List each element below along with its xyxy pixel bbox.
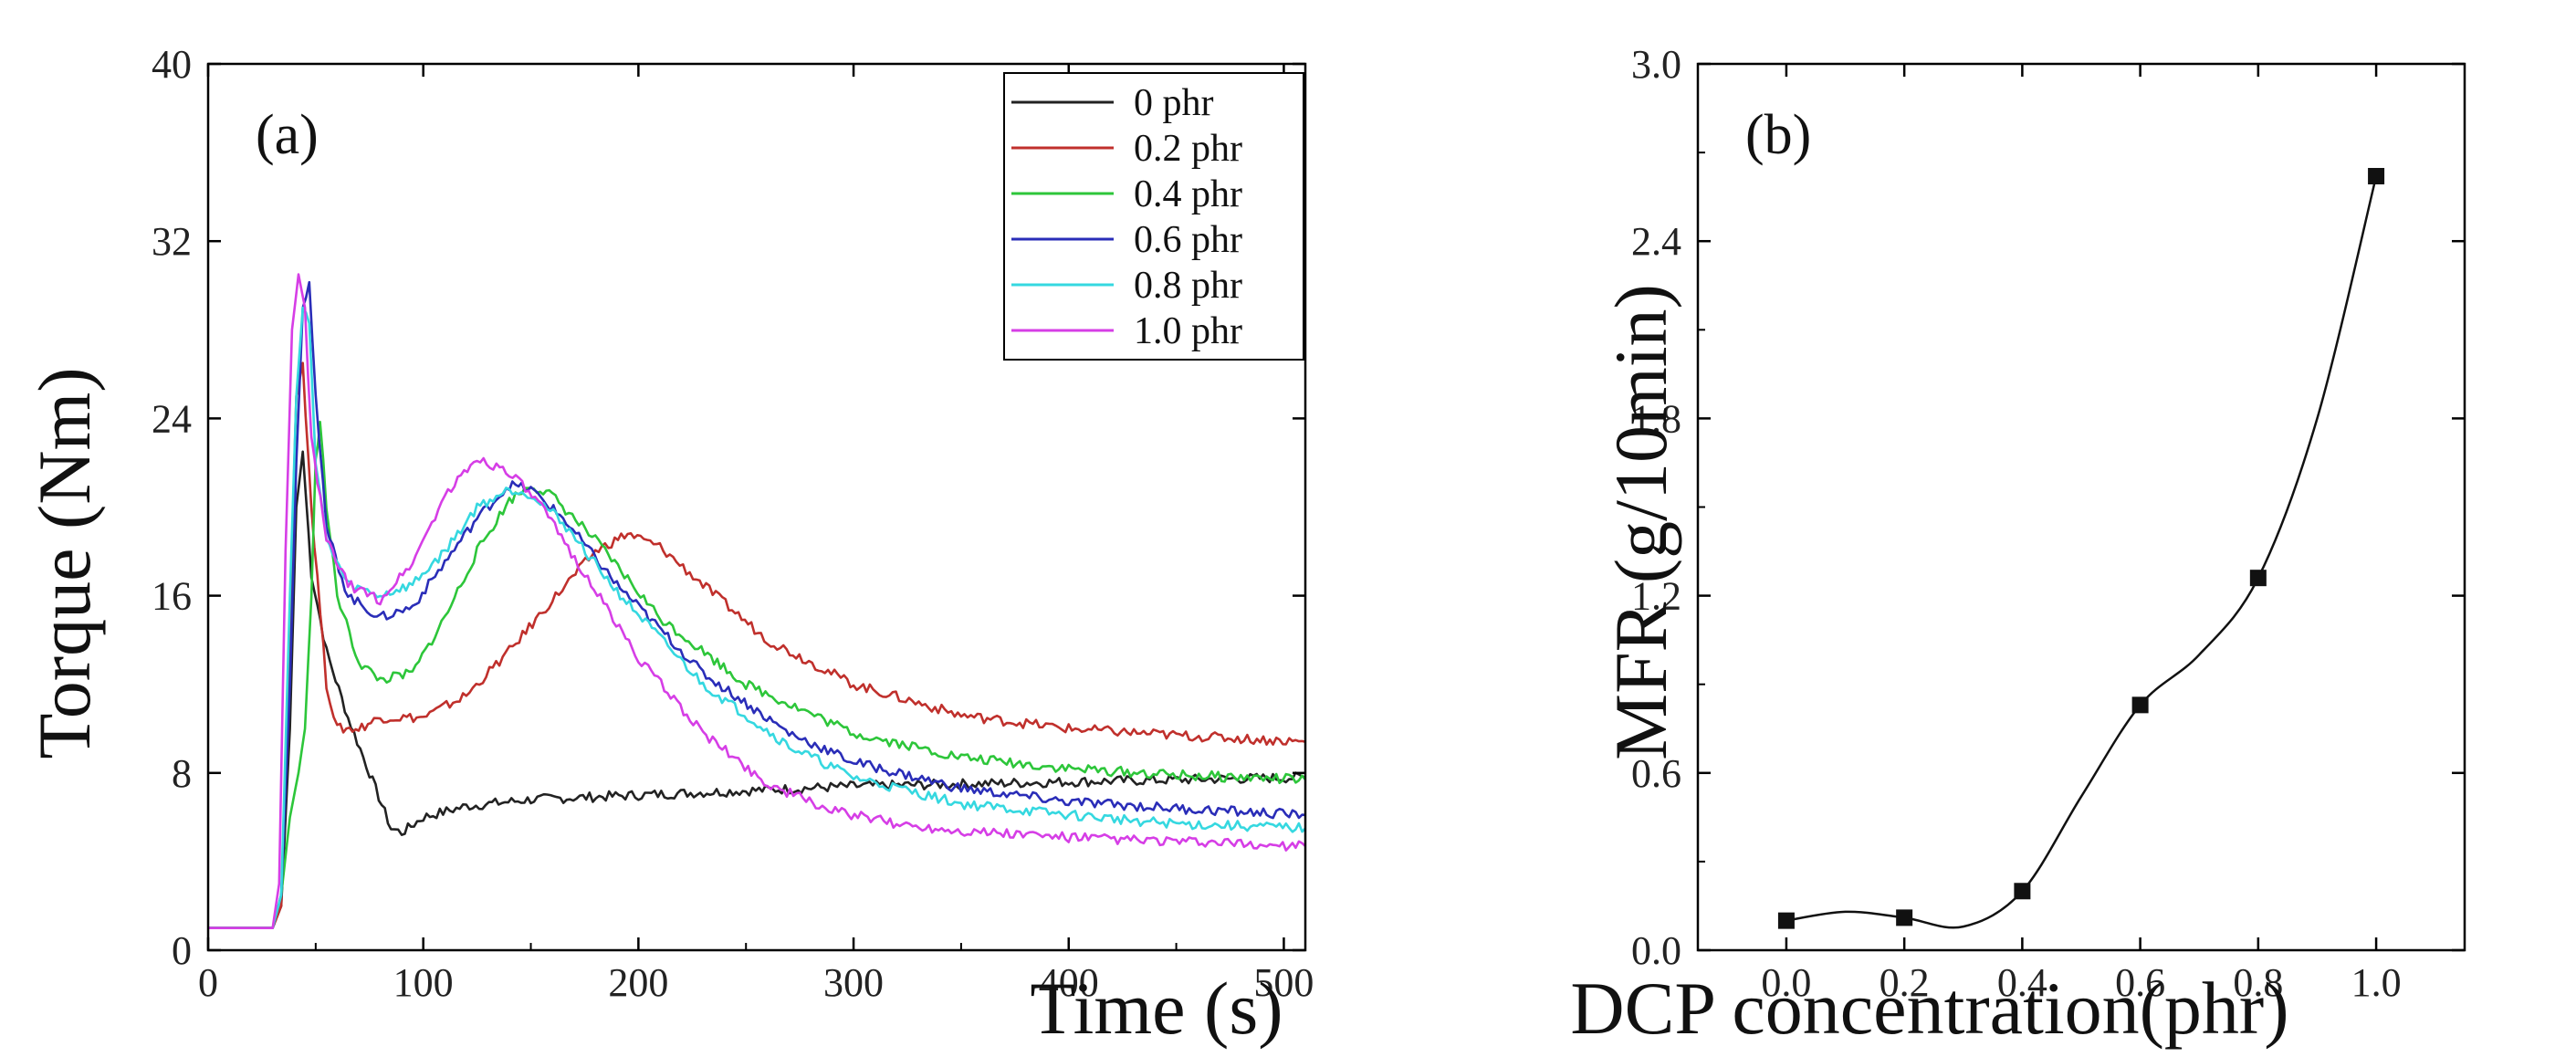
series-line-0-phr xyxy=(208,450,1306,930)
y-tick-label: 8 xyxy=(172,751,192,796)
mfr-data-point xyxy=(2014,883,2031,900)
legend-label: 0.2 phr xyxy=(1134,128,1242,170)
legend-label: 0 phr xyxy=(1134,82,1214,124)
series-line-1-0-phr xyxy=(208,273,1306,930)
legend-label: 1.0 phr xyxy=(1134,310,1242,352)
series-line-0-6-phr xyxy=(208,280,1306,930)
x-tick-label: 300 xyxy=(823,960,884,1005)
series-line-0-8-phr xyxy=(208,306,1306,930)
series-line-0-4-phr xyxy=(208,420,1307,930)
mfr-data-point xyxy=(2131,696,2149,714)
plot-frame xyxy=(206,62,1307,952)
x-tick-label: 0.6 xyxy=(2115,960,2165,1005)
y-tick-label: 0.0 xyxy=(1631,928,1681,973)
panel-b-mfr-chart: 0.0 0.2 0.4 0.6 0.8 1.0 0.0 0.6 1.2 1.8 2.4 3.0 (b)… xyxy=(1570,42,2466,1050)
panel-a-series-group xyxy=(208,273,1307,930)
mfr-data-point xyxy=(2249,570,2267,587)
panel-a-axes: 0 100 200 300 400 500 0 8 16 24 32 40 xyxy=(152,42,1314,1005)
panel-b-x-axis-title: DCP concentration(phr) xyxy=(1570,967,2288,1050)
panel-b-series-group xyxy=(1777,167,2385,929)
panel-a-y-axis-title: Torque (Nm) xyxy=(23,367,106,759)
x-tick-label: 500 xyxy=(1253,960,1314,1005)
y-tick-label: 16 xyxy=(152,574,192,619)
panel-b-axes: 0.0 0.2 0.4 0.6 0.8 1.0 0.0 0.6 1.2 1.8 2.4 3.0 xyxy=(1631,42,2466,1005)
mfr-data-point xyxy=(1896,909,1913,926)
y-tick-label: 3.0 xyxy=(1631,42,1681,87)
panel-b-label: (b) xyxy=(1745,104,1811,166)
panel-b-y-axis-title: MFR (g/10min) xyxy=(1599,284,1682,760)
y-tick-label: 0 xyxy=(172,928,192,973)
x-tick-label: 0.8 xyxy=(2233,960,2283,1005)
mfr-data-point xyxy=(2368,167,2385,184)
x-tick-label: 0.2 xyxy=(1880,960,1930,1005)
x-tick-label: 0.0 xyxy=(1761,960,1811,1005)
series-line-0-2-phr xyxy=(208,361,1306,930)
y-tick-label: 24 xyxy=(152,396,192,441)
y-tick-label: 1.8 xyxy=(1631,396,1681,441)
panel-a-x-axis-title: Time (s) xyxy=(1030,967,1283,1050)
mfr-data-point xyxy=(1777,912,1795,929)
x-tick-label: 200 xyxy=(608,960,668,1005)
x-tick-label: 400 xyxy=(1039,960,1099,1005)
panel-a-label: (a) xyxy=(256,104,319,166)
y-tick-label: 1.2 xyxy=(1631,574,1681,619)
legend-label: 0.8 phr xyxy=(1134,265,1242,307)
legend-box xyxy=(1003,72,1304,361)
y-tick-label: 2.4 xyxy=(1631,219,1681,264)
y-tick-label: 40 xyxy=(152,42,192,87)
y-tick-label: 32 xyxy=(152,219,192,264)
x-tick-label: 0.4 xyxy=(1997,960,2047,1005)
legend-label: 0.4 phr xyxy=(1134,173,1242,215)
y-tick-label: 0.6 xyxy=(1631,751,1681,796)
x-tick-label: 1.0 xyxy=(2351,960,2402,1005)
plot-frame xyxy=(1696,62,2466,952)
x-tick-label: 100 xyxy=(393,960,454,1005)
x-tick-label: 0 xyxy=(198,960,218,1005)
legend-label: 0.6 phr xyxy=(1134,219,1242,261)
mfr-fit-curve xyxy=(1785,175,2378,929)
